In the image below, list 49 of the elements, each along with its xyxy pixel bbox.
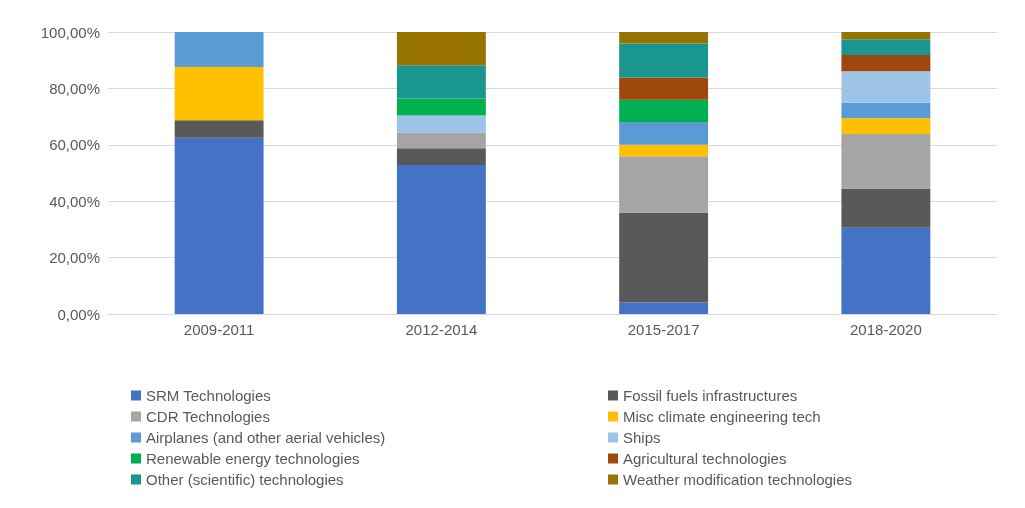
bar bbox=[396, 98, 486, 116]
legend-label: CDR Technologies bbox=[146, 408, 270, 425]
bar bbox=[619, 302, 709, 314]
bar bbox=[619, 99, 709, 122]
legend-label: Renewable energy technologies bbox=[146, 450, 360, 467]
bar bbox=[619, 144, 709, 157]
bar bbox=[396, 115, 486, 133]
bar bbox=[841, 188, 931, 228]
bar bbox=[396, 32, 486, 66]
bar bbox=[841, 39, 931, 56]
bar bbox=[619, 212, 709, 303]
bar bbox=[841, 55, 931, 72]
legend-label: Weather modification technologies bbox=[623, 471, 853, 488]
bar bbox=[174, 137, 264, 314]
legend-label: Ships bbox=[623, 429, 661, 446]
bar bbox=[396, 132, 486, 149]
bar bbox=[841, 227, 931, 314]
bar bbox=[174, 66, 264, 121]
legend-label: Misc climate engineering tech bbox=[623, 408, 821, 425]
bar bbox=[619, 156, 709, 213]
x-tick-label: 2009-2011 bbox=[183, 321, 255, 338]
legend-label: Other (scientific) technologies bbox=[146, 471, 344, 488]
bar bbox=[841, 134, 931, 189]
y-tick-label: 0,00% bbox=[57, 305, 100, 323]
legend-label: Agricultural technologies bbox=[623, 450, 787, 467]
bar bbox=[619, 121, 709, 145]
y-tick-label: 100,00% bbox=[40, 23, 100, 41]
bar bbox=[174, 120, 264, 138]
bar bbox=[841, 118, 931, 135]
legend-label: Fossil fuels infrastructures bbox=[623, 387, 798, 404]
bar bbox=[396, 65, 486, 99]
legend-label: SRM Technologies bbox=[146, 387, 271, 404]
bar bbox=[619, 32, 709, 44]
y-tick-label: 40,00% bbox=[49, 192, 100, 210]
y-tick-label: 60,00% bbox=[49, 136, 100, 154]
bar bbox=[619, 77, 709, 100]
y-tick-label: 20,00% bbox=[49, 249, 100, 267]
bar bbox=[396, 148, 486, 166]
x-tick-label: 2012-2014 bbox=[405, 321, 478, 338]
bar bbox=[841, 102, 931, 119]
x-tick-label: 2015-2017 bbox=[627, 321, 700, 338]
bar bbox=[174, 32, 264, 67]
bar bbox=[396, 165, 486, 314]
bar bbox=[841, 32, 931, 40]
legend-label: Airplanes (and other aerial vehicles) bbox=[146, 429, 386, 446]
bar bbox=[841, 71, 931, 103]
y-tick-label: 80,00% bbox=[49, 79, 100, 97]
bar bbox=[619, 43, 709, 78]
x-tick-label: 2018-2020 bbox=[850, 321, 922, 338]
